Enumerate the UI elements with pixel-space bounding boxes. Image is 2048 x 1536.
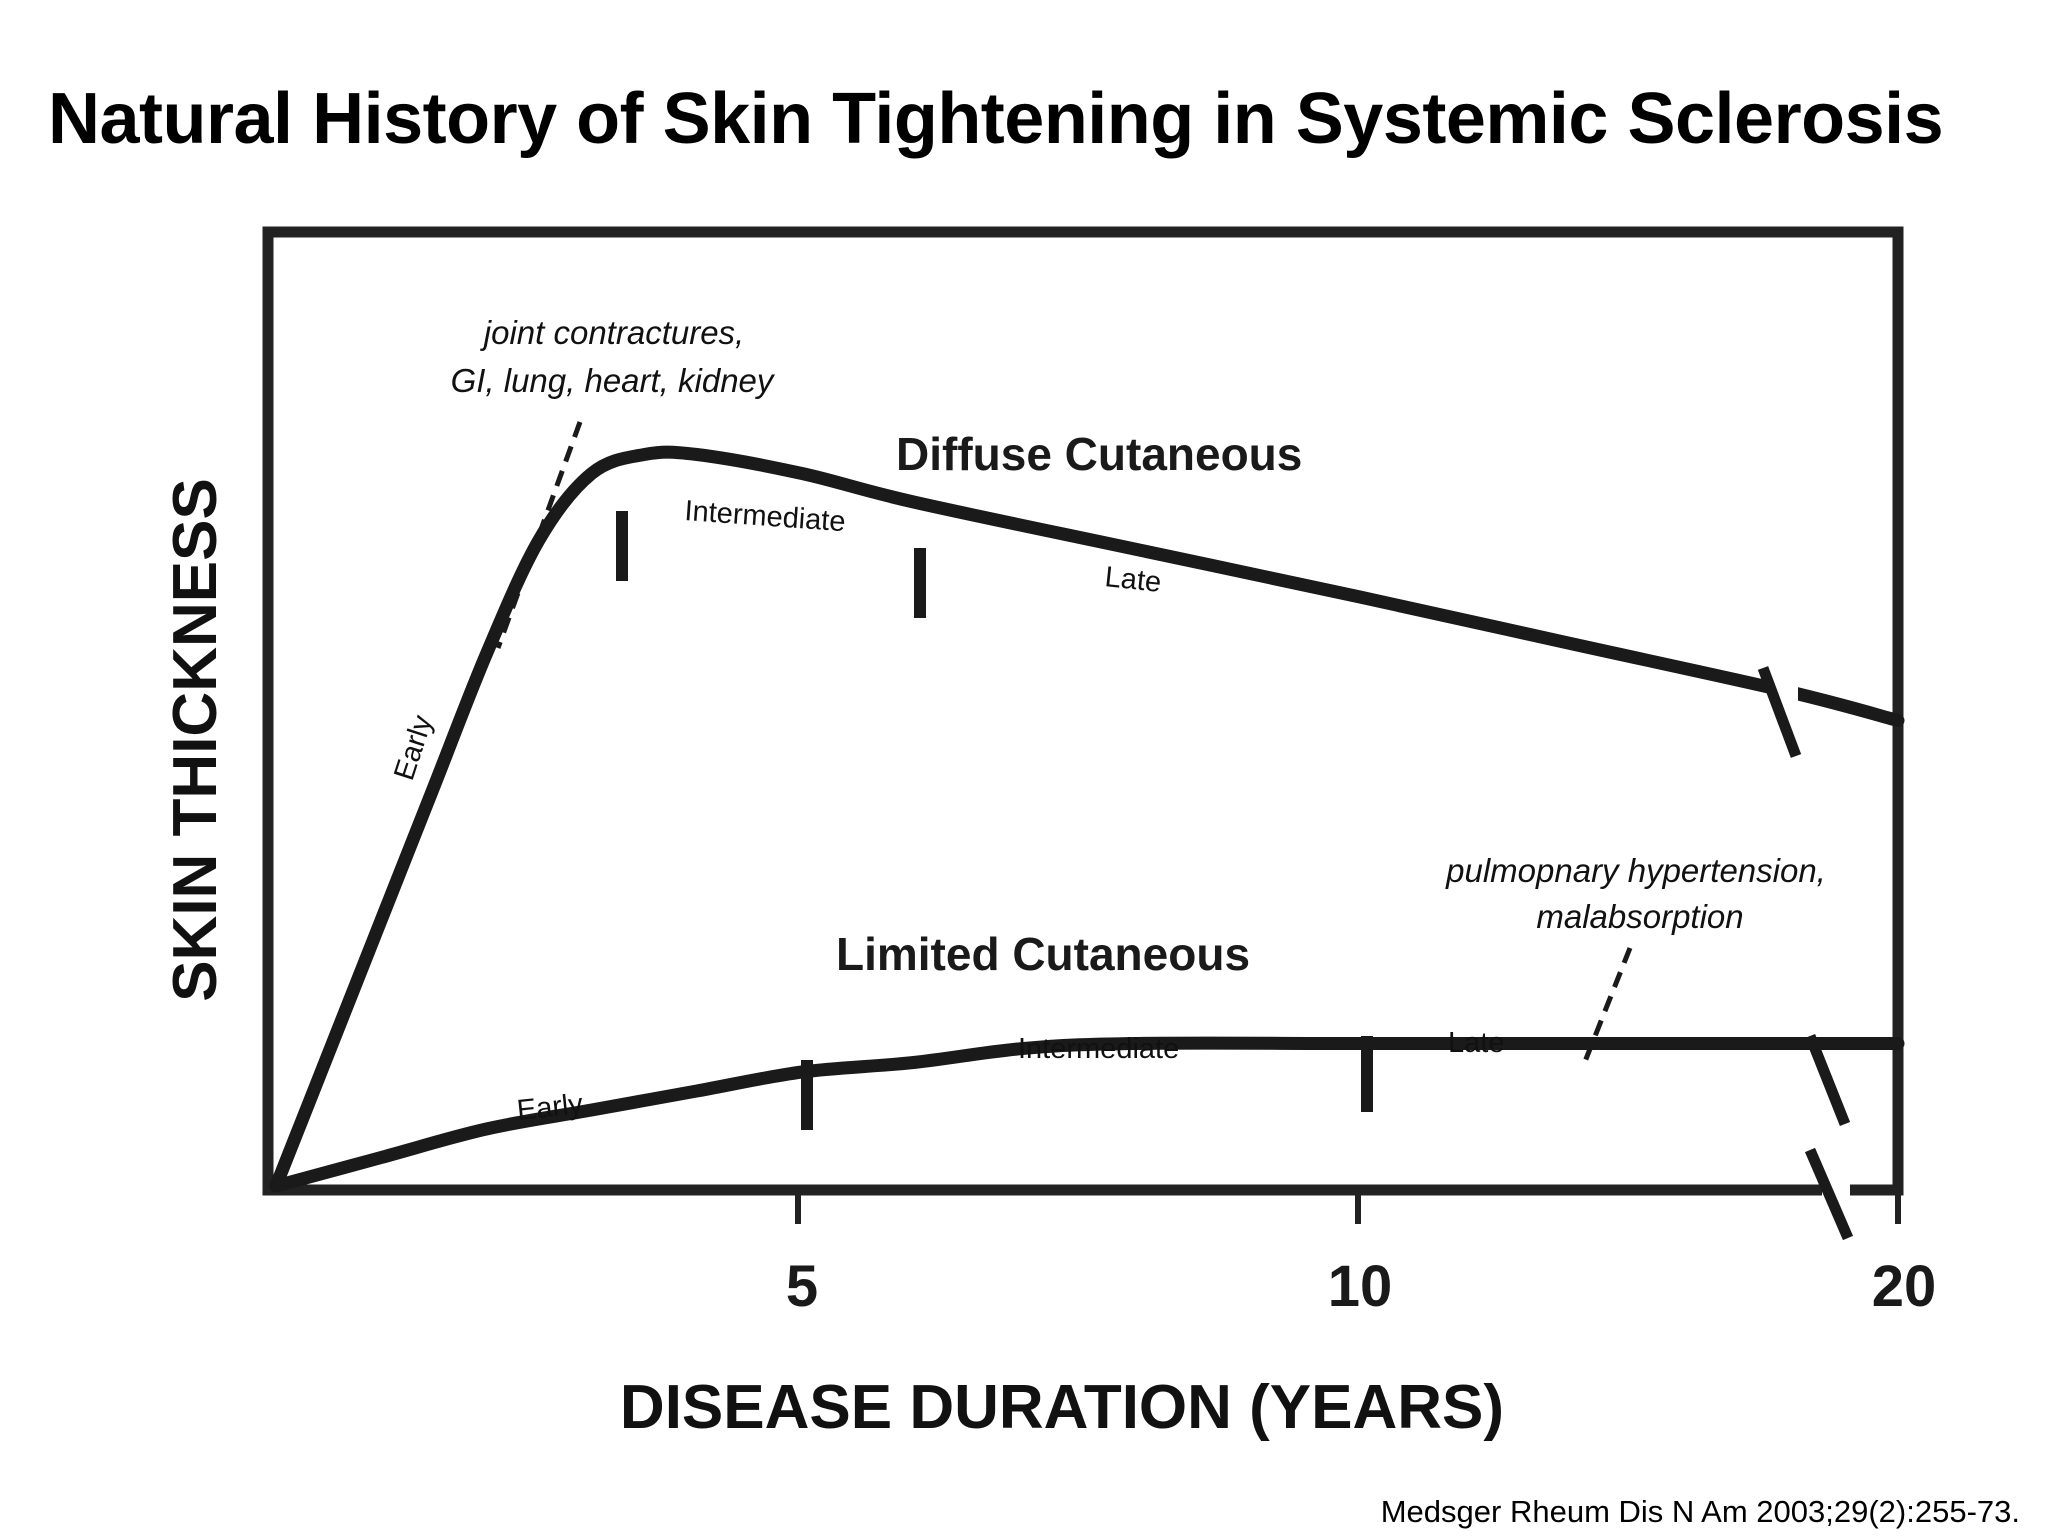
limited-annotation-leader <box>1581 947 1633 1065</box>
limited-series-label: Limited Cutaneous <box>836 928 1250 980</box>
x-axis-title: DISEASE DURATION (YEARS) <box>620 1373 1504 1442</box>
x-tick-label-10: 10 <box>1328 1254 1393 1319</box>
plot-frame <box>262 226 1904 1196</box>
diffuse-annotation-line-1: joint contractures, <box>480 314 744 351</box>
diffuse-phase-early-label: Early <box>388 711 439 784</box>
limited-phase-late-label: Late <box>1448 1027 1504 1059</box>
x-tick-label-5: 5 <box>786 1254 818 1319</box>
x-tick-label-20: 20 <box>1872 1254 1937 1319</box>
diffuse-cutaneous-line <box>269 445 1905 1193</box>
limited-annotation-line-2: malabsorption <box>1536 898 1743 935</box>
diffuse-annotation-leader <box>495 421 583 649</box>
limited-phase-early-label: Early <box>515 1088 585 1127</box>
axis-break-slash-xaxis <box>1804 1147 1854 1241</box>
slide-title: Natural History of Skin Tightening in Sy… <box>48 79 1944 159</box>
y-axis-title: SKIN THICKNESS <box>161 478 230 1002</box>
diffuse-phase-late-label: Late <box>1103 561 1162 599</box>
diffuse-series-label: Diffuse Cutaneous <box>896 428 1302 480</box>
citation: Medsger Rheum Dis N Am 2003;29(2):255-73… <box>1380 1494 2020 1529</box>
diffuse-annotation-line-2: GI, lung, heart, kidney <box>451 362 776 399</box>
axis-break-slash-limited <box>1804 1033 1851 1127</box>
limited-annotation-line-1: pulmopnary hypertension, <box>1445 852 1826 889</box>
limited-cutaneous-line <box>269 1036 1905 1193</box>
axis-break-slash-diffuse <box>1757 666 1802 758</box>
limited-phase-intermediate-label: Intermediate <box>1018 1033 1179 1065</box>
diffuse-phase-intermediate-label: Intermediate <box>684 495 847 538</box>
